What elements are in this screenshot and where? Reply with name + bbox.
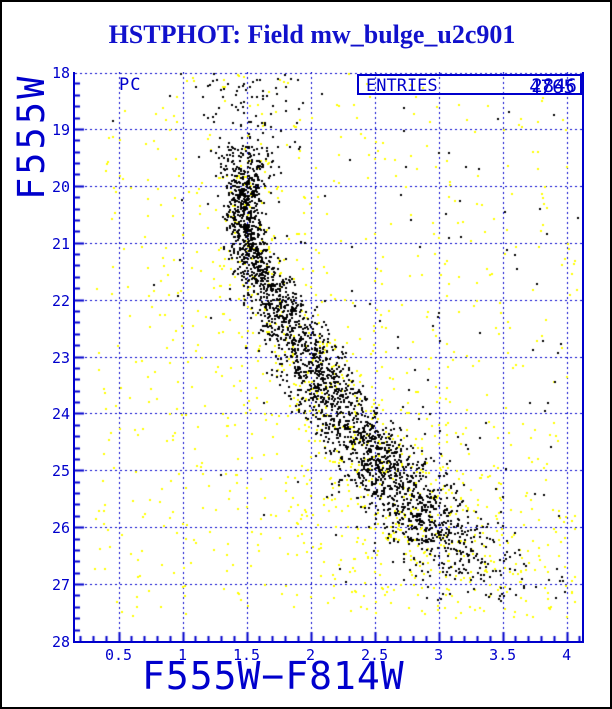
x-tick-label: 3.5 (489, 646, 517, 664)
x-tick-label: 3 (434, 646, 444, 664)
y-tick-label: 24 (51, 405, 70, 424)
x-tick-label: 2 (306, 646, 316, 664)
y-tick-label: 27 (51, 576, 70, 595)
page-title: HSTPHOT: Field mw_bulge_u2c901 (108, 20, 516, 49)
chip-label: PC (119, 75, 142, 95)
entries-value-primary: 2846 (531, 75, 577, 97)
x-tick-label: 1.5 (233, 646, 261, 664)
entries-values: 2846 4765 (518, 75, 578, 98)
y-tick-label: 22 (51, 291, 70, 310)
y-tick-label: 26 (51, 519, 70, 538)
cmd-scatter-canvas (75, 72, 582, 641)
y-tick-label: 25 (51, 462, 70, 481)
y-tick-label: 21 (51, 234, 70, 253)
y-tick-label: 19 (51, 120, 70, 139)
y-tick-label: 23 (51, 348, 70, 367)
x-axis-label: F555W−F814W (142, 654, 405, 698)
entries-label: ENTRIES (366, 76, 438, 96)
y-tick-label: 20 (51, 177, 70, 196)
x-tick-label: 0.5 (104, 646, 133, 664)
x-tick-label: 1 (178, 646, 188, 664)
entries-value-secondary: 4765 (529, 76, 575, 98)
y-tick-label: 18 (51, 64, 70, 82)
entries-box: ENTRIES 2846 4765 (357, 74, 582, 98)
y-tick-label: 28 (51, 633, 70, 651)
x-tick-label: 2.5 (361, 646, 389, 664)
plot-frame: PC (73, 72, 584, 643)
x-tick-label: 4 (562, 646, 572, 664)
